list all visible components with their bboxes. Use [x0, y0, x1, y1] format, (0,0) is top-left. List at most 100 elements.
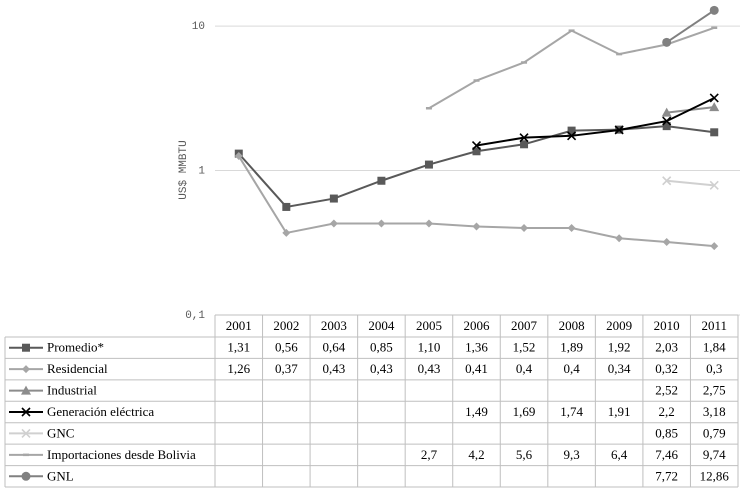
point [710, 128, 719, 137]
legend-marker [21, 471, 31, 481]
x-tick-label: 2011 [701, 318, 727, 333]
x-tick-label: 2002 [273, 318, 299, 333]
table-value: 6,4 [611, 447, 628, 462]
table-value: 1,10 [418, 340, 441, 355]
table-value: 2,03 [655, 340, 678, 355]
table-value: 2,52 [655, 383, 678, 398]
point [329, 219, 338, 228]
point [377, 219, 386, 228]
x-tick-label: 2005 [416, 318, 442, 333]
table-value: 1,52 [513, 340, 536, 355]
x-tick-label: 2003 [321, 318, 347, 333]
table-value: 1,36 [465, 340, 488, 355]
table-value: 1,49 [465, 404, 488, 419]
legend-label: GNC [47, 425, 74, 440]
point [662, 176, 672, 186]
table-value: 9,74 [703, 447, 726, 462]
y-axis-label: US$ MMBTU [178, 140, 190, 199]
table-value: 1,89 [560, 340, 583, 355]
table-value: 1,31 [227, 340, 250, 355]
series-line [237, 155, 715, 248]
series-line [238, 125, 715, 209]
point [709, 180, 719, 190]
point [519, 133, 529, 143]
legend-label: Generación eléctrica [47, 404, 154, 419]
table-value: 2,2 [659, 404, 675, 419]
legend-marker [21, 407, 31, 417]
point [377, 176, 386, 185]
point [710, 242, 719, 251]
point [567, 224, 576, 233]
point [662, 122, 671, 131]
point [567, 126, 576, 135]
legend-marker [21, 385, 31, 395]
table-value: 0,43 [370, 361, 393, 376]
table-value: 1,74 [560, 404, 583, 419]
legend-marker [21, 428, 31, 438]
table-value: 0,3 [706, 361, 722, 376]
table-value: 0,37 [275, 361, 298, 376]
point [472, 222, 481, 231]
point [661, 107, 672, 117]
legend-marker [22, 365, 30, 374]
y-tick-label: 10 [192, 21, 205, 33]
table-value: 0,32 [655, 361, 678, 376]
point [282, 202, 291, 211]
table-value: 2,7 [421, 447, 438, 462]
table-value: 0,85 [370, 340, 393, 355]
y-tick-label: 1 [198, 165, 205, 177]
x-tick-label: 2006 [464, 318, 491, 333]
table-value: 2,75 [703, 383, 726, 398]
point [329, 194, 338, 203]
x-tick-label: 2010 [654, 318, 680, 333]
table-value: 0,4 [563, 361, 580, 376]
series-line [476, 97, 715, 147]
point [615, 234, 624, 243]
point [282, 228, 291, 237]
table-value: 1,91 [608, 404, 631, 419]
table-value: 0,64 [322, 340, 345, 355]
point [662, 116, 672, 126]
table-value: 12,86 [700, 468, 730, 483]
point [567, 131, 577, 141]
legend-label: Promedio* [47, 340, 104, 355]
point [471, 140, 482, 151]
x-tick-label: 2004 [368, 318, 395, 333]
table-value: 0,34 [608, 361, 631, 376]
point [424, 219, 433, 228]
table-value: 0,85 [655, 425, 678, 440]
point [662, 238, 671, 247]
point [424, 160, 433, 169]
point [234, 152, 243, 161]
legend-marker [22, 343, 30, 352]
table-value: 7,72 [655, 468, 678, 483]
table-value: 5,6 [516, 447, 533, 462]
table-value: 0,79 [703, 425, 726, 440]
x-tick-label: 2007 [511, 318, 538, 333]
table-value: 1,69 [513, 404, 536, 419]
table-value: 1,92 [608, 340, 631, 355]
legend-label: Residencial [47, 361, 108, 376]
point [520, 140, 529, 149]
table-value: 0,41 [465, 361, 488, 376]
table-value: 0,4 [516, 361, 533, 376]
table-value: 9,3 [563, 447, 579, 462]
legend-label: Importaciones desde Bolivia [47, 447, 196, 462]
legend-label: Industrial [47, 383, 97, 398]
y-tick-label: 0,1 [185, 310, 205, 322]
table-value: 0,43 [322, 361, 345, 376]
table-value: 4,2 [468, 447, 484, 462]
legend-label: GNL [47, 468, 74, 483]
x-tick-label: 2008 [559, 318, 585, 333]
table-value: 1,84 [703, 340, 726, 355]
x-tick-label: 2001 [226, 318, 252, 333]
series-line [666, 9, 715, 44]
table-value: 3,18 [703, 404, 726, 419]
table-value: 1,26 [227, 361, 250, 376]
point [614, 125, 624, 135]
point [709, 93, 719, 103]
point [709, 102, 720, 112]
point [472, 147, 481, 156]
x-tick-label: 2009 [606, 318, 632, 333]
